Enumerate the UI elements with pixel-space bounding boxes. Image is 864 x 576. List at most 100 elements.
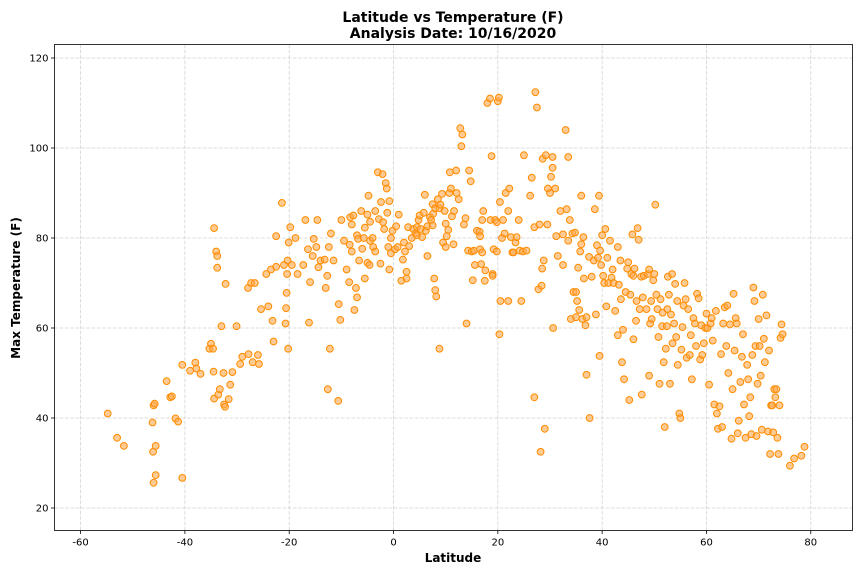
data-point	[504, 207, 513, 215]
data-point	[595, 191, 603, 200]
data-point	[729, 289, 738, 298]
data-point	[663, 305, 672, 314]
data-point	[428, 221, 437, 230]
data-point	[668, 339, 677, 348]
data-point	[368, 234, 377, 242]
data-point	[336, 316, 345, 324]
data-point	[601, 225, 610, 233]
data-point	[500, 229, 509, 238]
data-point	[533, 103, 541, 112]
data-point	[345, 240, 354, 249]
data-point	[282, 304, 290, 313]
data-point	[478, 248, 487, 257]
y-tick-label: 100	[29, 144, 48, 155]
data-point	[219, 369, 228, 377]
data-point	[392, 222, 401, 231]
data-point	[293, 270, 302, 278]
data-point	[355, 256, 363, 265]
data-point	[726, 320, 734, 329]
data-point	[590, 205, 599, 214]
data-point	[383, 208, 392, 217]
data-point	[775, 401, 784, 410]
data-point	[313, 216, 322, 224]
data-point	[740, 400, 748, 409]
data-point	[608, 265, 617, 274]
data-point	[575, 306, 584, 314]
data-point	[596, 246, 604, 255]
data-point	[564, 153, 573, 161]
y-tick-label: 20	[36, 504, 49, 515]
data-point	[576, 247, 585, 256]
data-point	[571, 228, 579, 237]
data-point	[272, 232, 281, 241]
data-point	[734, 416, 743, 425]
data-point	[469, 246, 478, 255]
data-point	[505, 184, 514, 193]
data-point	[597, 261, 606, 269]
data-point	[209, 367, 218, 376]
data-point	[385, 197, 394, 206]
data-point	[399, 255, 407, 264]
data-point	[756, 371, 765, 380]
data-point	[660, 423, 669, 431]
data-point	[618, 358, 626, 367]
data-point	[717, 350, 725, 359]
data-point	[754, 315, 763, 323]
data-point	[661, 344, 670, 353]
data-point	[441, 243, 450, 251]
data-point	[650, 270, 659, 278]
data-point	[305, 318, 313, 327]
data-point	[284, 238, 293, 247]
data-point	[733, 429, 742, 438]
data-point	[379, 218, 387, 227]
data-point	[476, 232, 485, 241]
data-point	[438, 190, 446, 198]
x-axis-label: Latitude	[425, 551, 482, 565]
data-point	[632, 316, 640, 325]
data-point	[337, 216, 346, 224]
data-point	[393, 243, 402, 251]
data-point	[394, 210, 403, 219]
data-point	[281, 319, 290, 328]
data-point	[702, 309, 711, 318]
data-point	[736, 378, 745, 386]
data-point	[376, 259, 385, 268]
data-point	[760, 358, 769, 367]
data-point	[653, 305, 662, 314]
data-point	[711, 307, 720, 315]
data-point	[306, 278, 314, 287]
data-point	[685, 351, 694, 359]
data-point	[432, 292, 441, 301]
data-point	[496, 198, 504, 206]
data-point	[705, 380, 713, 389]
data-point	[647, 297, 656, 305]
data-point	[667, 310, 675, 319]
data-point	[531, 88, 540, 97]
data-point	[226, 380, 235, 389]
data-point	[595, 352, 604, 360]
data-point	[538, 264, 547, 273]
data-point	[196, 370, 205, 378]
data-point	[323, 271, 332, 280]
data-point	[517, 297, 526, 305]
data-point	[209, 344, 217, 353]
data-point	[680, 279, 689, 287]
data-point	[707, 314, 716, 323]
data-point	[363, 210, 372, 219]
data-point	[613, 243, 622, 251]
data-point	[441, 219, 450, 228]
data-point	[340, 236, 348, 245]
data-point	[656, 295, 665, 304]
data-point	[577, 240, 586, 249]
data-point	[642, 305, 651, 314]
data-point	[349, 211, 358, 220]
data-point	[732, 319, 741, 328]
data-point	[773, 433, 782, 442]
data-point	[553, 252, 562, 260]
data-point	[769, 428, 778, 437]
data-point	[786, 461, 794, 470]
data-point	[210, 224, 219, 233]
data-point	[797, 451, 806, 460]
data-point	[492, 247, 501, 256]
data-point	[585, 414, 594, 422]
